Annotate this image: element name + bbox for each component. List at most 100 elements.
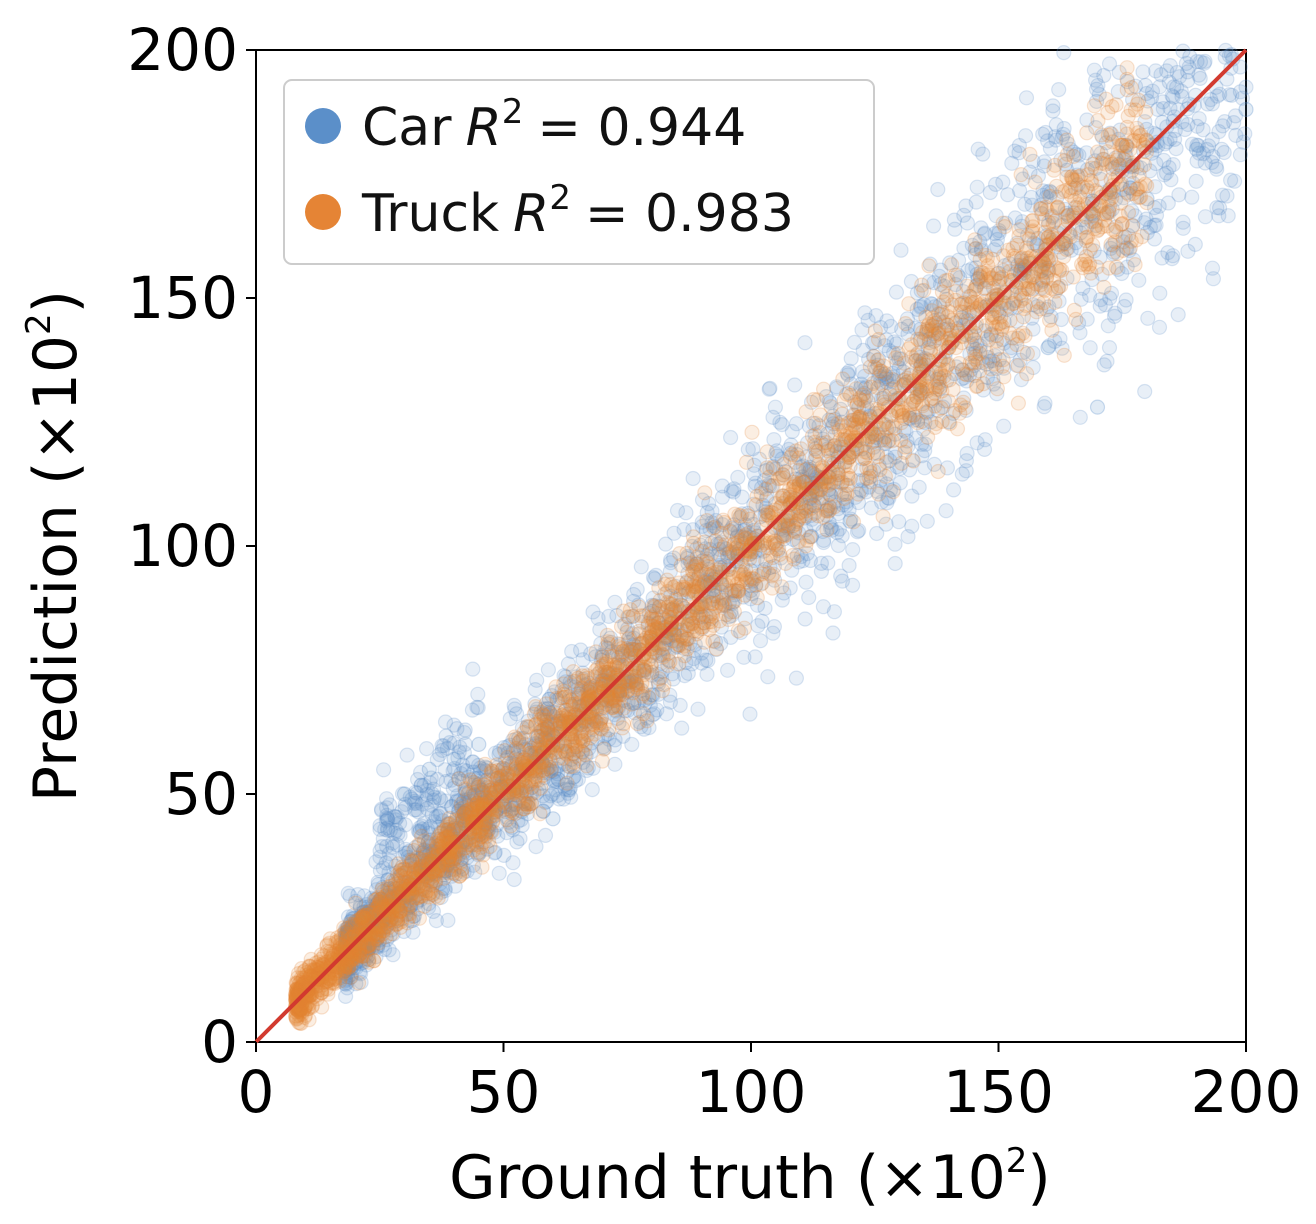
car-point	[1000, 187, 1016, 203]
car-point	[430, 848, 446, 864]
car-point	[456, 792, 472, 808]
car-point	[1135, 64, 1151, 80]
car-point	[392, 815, 408, 831]
truck-point	[738, 454, 755, 470]
car-point	[1067, 180, 1084, 196]
car-point	[560, 693, 577, 709]
car-point	[360, 952, 376, 968]
car-point	[572, 642, 589, 658]
car-point	[1097, 297, 1114, 313]
car-point	[1165, 89, 1181, 105]
car-point	[774, 417, 790, 433]
car-point	[417, 842, 433, 858]
car-point	[477, 815, 493, 832]
car-point	[649, 702, 665, 718]
car-point	[644, 633, 660, 649]
car-point	[699, 666, 715, 682]
car-point	[773, 527, 790, 544]
car-point	[1033, 197, 1049, 213]
car-point	[1087, 72, 1104, 88]
car-point	[476, 817, 492, 833]
car-point	[904, 488, 920, 504]
car-point	[1137, 113, 1153, 130]
car-point	[813, 563, 830, 580]
car-point	[384, 914, 400, 930]
car-point	[1079, 162, 1096, 178]
truck-point	[444, 857, 460, 874]
car-point	[917, 443, 933, 459]
car-point	[520, 799, 536, 815]
car-point	[956, 207, 972, 223]
car-point	[833, 568, 849, 584]
car-point	[645, 590, 661, 606]
car-point	[830, 537, 847, 554]
car-point	[758, 500, 774, 516]
car-point	[969, 435, 985, 451]
car-point	[382, 884, 398, 900]
car-point	[804, 511, 820, 527]
car-point	[399, 747, 415, 763]
truck-point	[823, 399, 839, 415]
car-point	[372, 817, 388, 834]
truck-point	[944, 257, 960, 273]
car-point	[891, 360, 907, 376]
truck-point	[890, 346, 906, 362]
car-point	[358, 904, 374, 920]
truck-point	[692, 607, 709, 623]
car-point	[583, 680, 599, 696]
car-point	[963, 336, 980, 352]
car-point	[533, 723, 550, 739]
truck-point	[871, 486, 887, 502]
car-point	[694, 598, 710, 614]
car-point	[1091, 86, 1107, 103]
car-point	[954, 466, 970, 482]
car-point	[765, 409, 781, 425]
car-point	[784, 562, 800, 578]
car-point	[674, 622, 690, 638]
car-point	[585, 604, 601, 620]
car-point	[735, 589, 752, 605]
car-point	[698, 608, 714, 624]
car-point	[723, 629, 739, 646]
car-point	[337, 975, 353, 992]
car-point	[424, 886, 441, 902]
car-point	[545, 811, 561, 827]
car-point	[539, 793, 555, 810]
car-point	[826, 604, 843, 620]
car-point	[555, 706, 571, 723]
car-point	[396, 923, 412, 940]
car-point	[1002, 343, 1018, 359]
car-point	[432, 875, 448, 892]
car-point	[402, 858, 418, 874]
truck-point	[504, 802, 520, 819]
car-point	[891, 514, 907, 530]
car-point	[574, 744, 590, 760]
truck-point	[758, 553, 774, 569]
car-point	[926, 275, 942, 291]
truck-point	[559, 775, 575, 791]
car-point	[797, 611, 813, 627]
truck-point	[914, 277, 930, 293]
car-point	[465, 754, 481, 770]
car-point	[987, 226, 1003, 242]
car-point	[791, 525, 807, 541]
car-point	[970, 270, 986, 286]
car-point	[419, 740, 435, 757]
car-point	[684, 538, 700, 555]
car-point	[649, 666, 666, 682]
car-point	[1166, 79, 1182, 95]
truck-point	[973, 264, 989, 280]
car-point	[1089, 399, 1106, 415]
car-point	[832, 401, 849, 417]
car-point	[409, 894, 425, 911]
car-point	[886, 379, 903, 395]
car-point	[879, 495, 895, 511]
car-point	[449, 792, 465, 809]
car-point	[393, 911, 409, 927]
truck-point	[1096, 279, 1112, 295]
truck-point	[759, 444, 775, 460]
car-point	[820, 555, 836, 571]
truck-point	[1013, 167, 1029, 183]
car-point	[1098, 135, 1114, 151]
car-point	[1238, 101, 1254, 118]
